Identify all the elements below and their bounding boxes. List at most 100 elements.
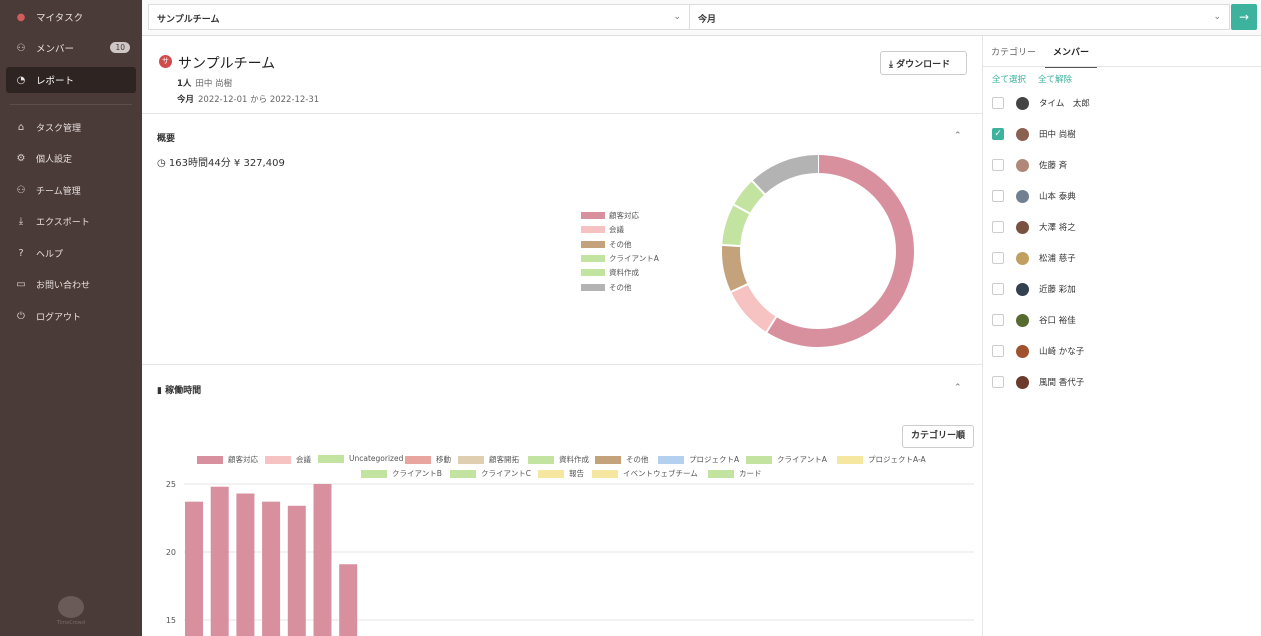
sidebar-item-logout[interactable]: ⏻ ログアウト xyxy=(6,303,136,329)
donut-slice[interactable] xyxy=(758,164,818,188)
chevron-down-icon: ⌄ xyxy=(1213,12,1221,22)
download-icon: ⤓ xyxy=(889,60,893,70)
sidebar-item-settings[interactable]: ⚙ 個人設定 xyxy=(6,145,136,171)
member-count-badge: 10 xyxy=(110,42,130,53)
donut-slice[interactable] xyxy=(731,246,739,289)
member-row[interactable]: 山本 泰典 xyxy=(992,188,1076,204)
bar[interactable] xyxy=(339,564,357,636)
member-row[interactable]: 山崎 かな子 xyxy=(992,343,1084,359)
legend-item: その他 xyxy=(581,239,632,250)
avatar xyxy=(1016,376,1029,389)
avatar xyxy=(1016,345,1029,358)
donut-slice[interactable] xyxy=(739,288,771,324)
legend-item: その他 xyxy=(595,454,649,465)
collapse-working-button[interactable]: ⌃ xyxy=(954,383,962,393)
legend-swatch xyxy=(581,241,605,248)
sidebar-item-report[interactable]: ◔ レポート xyxy=(6,67,136,93)
working-bar-chart: 25 20 15 xyxy=(142,476,982,636)
member-row[interactable]: 近藤 彩加 xyxy=(992,281,1076,297)
bar[interactable] xyxy=(288,506,306,636)
deselect-all-link[interactable]: 全て解除 xyxy=(1038,73,1072,85)
member-checkbox[interactable] xyxy=(992,97,1004,109)
apply-button[interactable]: → xyxy=(1231,4,1257,30)
legend-item: その他 xyxy=(581,282,632,293)
legend-swatch xyxy=(581,269,605,276)
sidebar-item-help[interactable]: ? ヘルプ xyxy=(6,240,136,266)
tab-members[interactable]: メンバー xyxy=(1045,45,1097,68)
avatar xyxy=(1016,128,1029,141)
summary-donut-chart xyxy=(720,153,916,349)
member-row[interactable]: 松浦 慈子 xyxy=(992,250,1076,266)
sidebar-item-label: お問い合わせ xyxy=(36,278,90,291)
legend-item: 顧客開拓 xyxy=(458,454,519,465)
power-icon: ⏻ xyxy=(14,311,28,322)
avatar xyxy=(1016,283,1029,296)
member-row[interactable]: 風間 香代子 xyxy=(992,374,1084,390)
sidebar-item-task-admin[interactable]: ⌂ タスク管理 xyxy=(6,114,136,140)
member-checkbox[interactable] xyxy=(992,376,1004,388)
bar[interactable] xyxy=(262,502,280,636)
legend-item: クライアントA xyxy=(746,454,827,465)
donut-slice[interactable] xyxy=(771,164,905,338)
legend-swatch xyxy=(197,456,223,464)
legend-swatch xyxy=(458,456,484,464)
member-checkbox[interactable] xyxy=(992,159,1004,171)
avatar xyxy=(1016,97,1029,110)
summary-total: ◷ 163時間44分 ¥ 327,409 xyxy=(157,154,285,169)
sidebar-item-mytask[interactable]: ● マイタスク xyxy=(6,4,136,30)
y-tick-label: 15 xyxy=(166,616,176,625)
donut-separator xyxy=(721,245,741,246)
app-logo: TimeCrowd xyxy=(52,596,90,626)
member-row[interactable]: 大澤 将之 xyxy=(992,219,1076,235)
member-row[interactable]: ✓ 田中 尚樹 xyxy=(992,126,1076,142)
bar[interactable] xyxy=(236,494,254,636)
donut-slice[interactable] xyxy=(742,188,759,210)
donut-slice[interactable] xyxy=(731,209,742,245)
member-checkbox[interactable] xyxy=(992,221,1004,233)
filter-panel: カテゴリー メンバー 全て選択 全て解除 タイム 太郎 ✓ 田中 尚樹 佐藤 斉 … xyxy=(982,36,1261,636)
legend-swatch xyxy=(658,456,684,464)
report-icon: ◔ xyxy=(14,75,28,86)
download-button[interactable]: ⤓ ダウンロード xyxy=(880,51,967,75)
select-all-link[interactable]: 全て選択 xyxy=(992,73,1026,85)
sidebar-item-label: レポート xyxy=(36,73,74,87)
member-checkbox[interactable] xyxy=(992,345,1004,357)
member-checkbox[interactable]: ✓ xyxy=(992,128,1004,140)
member-checkbox[interactable] xyxy=(992,314,1004,326)
sidebar-item-label: 個人設定 xyxy=(36,152,72,165)
member-summary: 1人 田中 尚樹 xyxy=(177,77,232,89)
gear-icon: ⚙ xyxy=(14,153,28,164)
legend-item: 顧客対応 xyxy=(197,454,258,465)
sidebar-item-members[interactable]: ⚇ メンバー 10 xyxy=(6,35,136,61)
sort-category-button[interactable]: カテゴリー順 xyxy=(902,425,974,448)
member-row[interactable]: タイム 太郎 xyxy=(992,95,1090,111)
y-tick-label: 20 xyxy=(166,548,176,557)
member-checkbox[interactable] xyxy=(992,283,1004,295)
sidebar-item-team-admin[interactable]: ⚇ チーム管理 xyxy=(6,177,136,203)
legend-item: 顧客対応 xyxy=(581,210,639,221)
bar[interactable] xyxy=(185,502,203,636)
sidebar-item-contact[interactable]: ▭ お問い合わせ xyxy=(6,271,136,297)
task-admin-icon: ⌂ xyxy=(14,122,28,133)
download-icon: ⤓ xyxy=(14,216,28,227)
working-title: ▮ 稼働時間 xyxy=(157,383,201,396)
member-checkbox[interactable] xyxy=(992,190,1004,202)
bar[interactable] xyxy=(211,487,229,636)
bar[interactable] xyxy=(314,484,332,636)
help-icon: ? xyxy=(14,248,28,259)
sidebar-item-export[interactable]: ⤓ エクスポート xyxy=(6,208,136,234)
legend-swatch xyxy=(581,212,605,219)
avatar xyxy=(1016,190,1029,203)
period-select[interactable]: 今月 ⌄ xyxy=(689,4,1230,30)
arrow-right-icon: → xyxy=(1239,10,1249,24)
member-row[interactable]: 谷口 裕佳 xyxy=(992,312,1076,328)
y-tick-label: 25 xyxy=(166,480,176,489)
report-main: サ サンプルチーム 1人 田中 尚樹 今月 2022-12-01 から 2022-1… xyxy=(142,36,982,636)
member-row[interactable]: 佐藤 斉 xyxy=(992,157,1067,173)
tab-category[interactable]: カテゴリー xyxy=(991,45,1036,66)
legend-swatch xyxy=(746,456,772,464)
member-checkbox[interactable] xyxy=(992,252,1004,264)
team-select[interactable]: サンプルチーム ⌄ xyxy=(148,4,690,30)
bar-chart-icon: ▮ xyxy=(157,386,162,396)
collapse-summary-button[interactable]: ⌃ xyxy=(954,131,962,141)
